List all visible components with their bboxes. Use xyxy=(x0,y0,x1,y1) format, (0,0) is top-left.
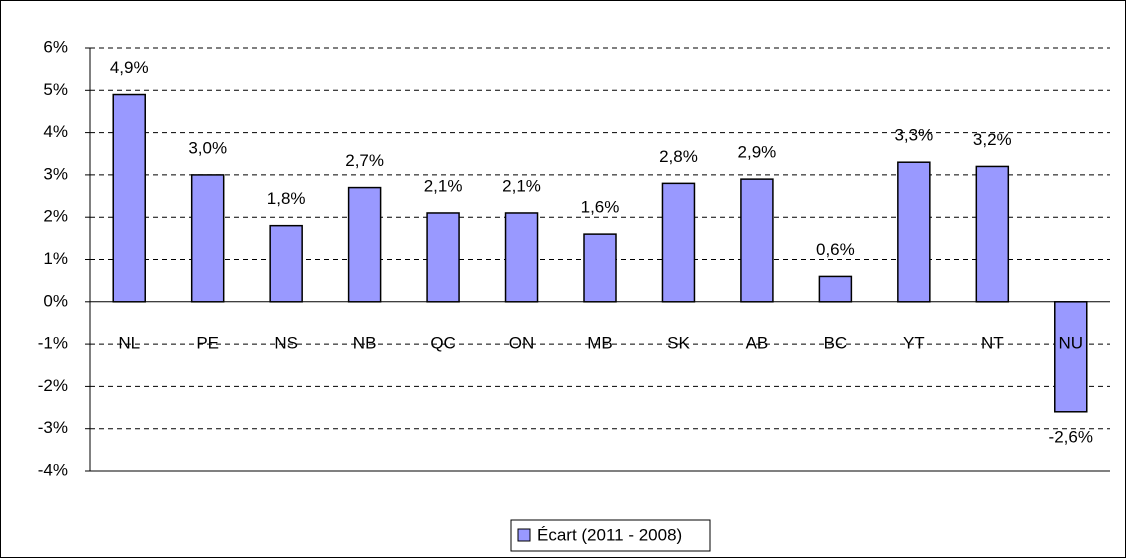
bar xyxy=(190,174,225,303)
x-tick-label: AB xyxy=(746,334,769,353)
legend-swatch xyxy=(517,528,531,542)
legend-box xyxy=(510,519,711,552)
data-label: 0,6% xyxy=(816,240,855,259)
x-tick-label: SK xyxy=(667,334,690,353)
bar xyxy=(426,212,460,303)
data-label: 3,3% xyxy=(894,126,933,145)
bar xyxy=(661,182,696,303)
x-tick-label: BC xyxy=(824,334,848,353)
bar xyxy=(347,186,382,303)
data-label: 4,9% xyxy=(110,58,149,77)
x-tick-label: NU xyxy=(1058,334,1083,353)
x-tick-label: MB xyxy=(587,334,613,353)
y-tick-label: -2% xyxy=(38,376,68,395)
bar xyxy=(818,275,853,303)
data-label: 2,9% xyxy=(738,143,777,162)
x-tick-label: ON xyxy=(509,334,535,353)
data-label: 2,1% xyxy=(502,176,541,195)
x-tick-label: NB xyxy=(353,334,377,353)
y-tick-label: 0% xyxy=(43,291,68,310)
y-tick-label: 4% xyxy=(43,122,68,141)
bar xyxy=(1054,301,1088,413)
y-tick-label: 3% xyxy=(43,164,68,183)
data-label: 2,8% xyxy=(659,147,698,166)
y-tick-label: 1% xyxy=(43,249,68,268)
data-label: 2,1% xyxy=(424,176,463,195)
data-label: 2,7% xyxy=(345,151,384,170)
x-tick-label: YT xyxy=(903,334,925,353)
y-tick-label: 5% xyxy=(43,80,68,99)
legend-label: Écart (2011 - 2008) xyxy=(537,525,682,544)
data-label: 1,6% xyxy=(581,198,620,217)
x-tick-label: NL xyxy=(118,334,140,353)
y-tick-label: -1% xyxy=(38,334,68,353)
x-tick-label: NS xyxy=(274,334,298,353)
x-tick-label: PE xyxy=(196,334,219,353)
bar xyxy=(583,233,617,303)
x-tick-label: QC xyxy=(430,334,456,353)
y-tick-label: -4% xyxy=(38,460,68,479)
bar xyxy=(504,212,539,303)
data-label: 3,2% xyxy=(973,130,1012,149)
bar xyxy=(269,224,303,303)
data-label: -2,6% xyxy=(1049,427,1093,446)
y-tick-label: 6% xyxy=(43,37,68,56)
data-label: 1,8% xyxy=(267,189,306,208)
bar xyxy=(740,178,774,303)
bar xyxy=(897,161,931,303)
y-tick-label: 2% xyxy=(43,207,68,226)
data-label: 3,0% xyxy=(188,138,227,157)
y-tick-label: -3% xyxy=(38,418,68,437)
bar xyxy=(975,165,1010,303)
x-tick-label: NT xyxy=(981,334,1004,353)
bar xyxy=(112,93,146,303)
